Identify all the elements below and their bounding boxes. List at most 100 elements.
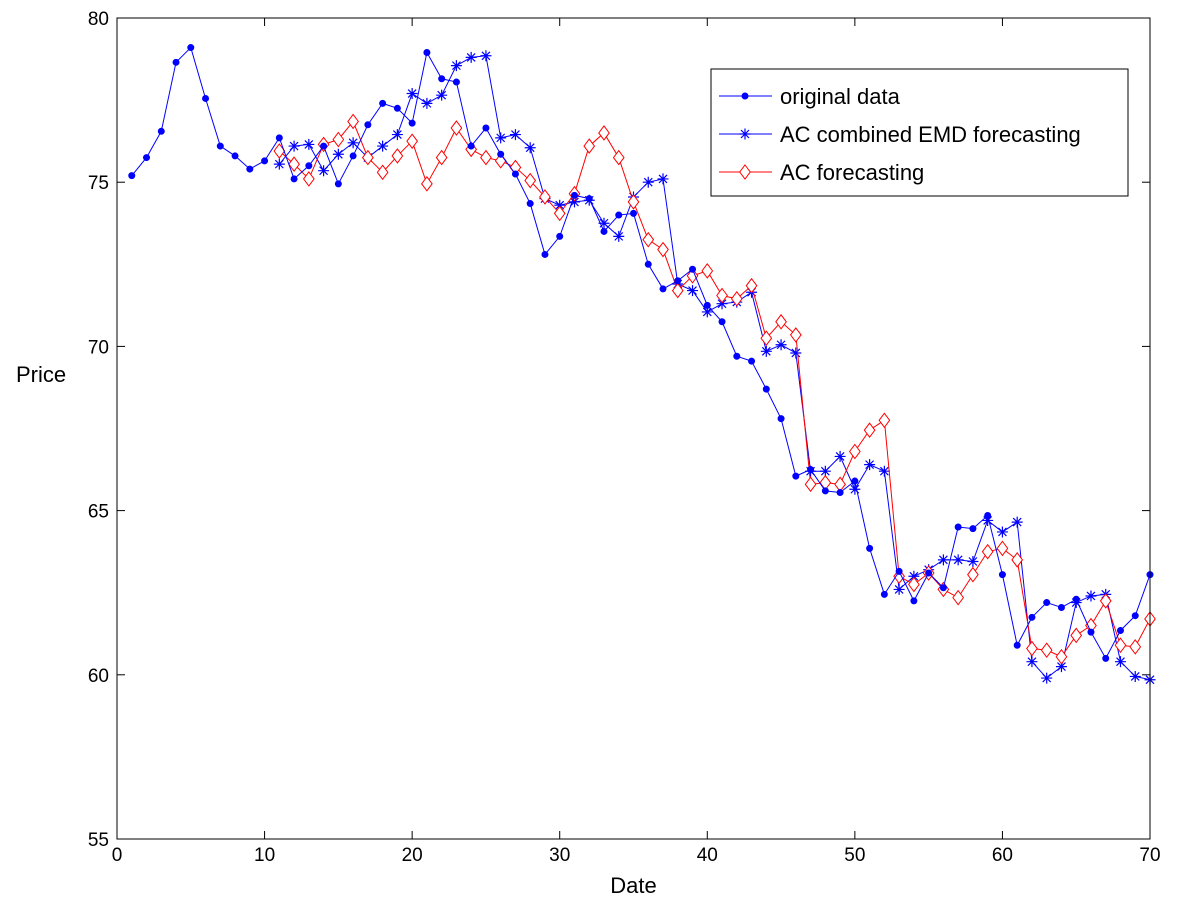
y-tick-label: 65 bbox=[88, 502, 109, 523]
data-point bbox=[347, 137, 359, 149]
data-point bbox=[450, 60, 462, 72]
data-point bbox=[539, 189, 551, 205]
data-point bbox=[689, 265, 697, 273]
y-tick-label: 80 bbox=[88, 9, 109, 30]
data-point bbox=[954, 523, 962, 531]
data-point bbox=[1057, 603, 1065, 611]
data-point bbox=[849, 483, 861, 495]
data-point bbox=[642, 231, 655, 248]
data-point bbox=[406, 88, 418, 100]
data-point bbox=[1055, 648, 1068, 665]
data-point bbox=[908, 576, 920, 593]
data-point bbox=[435, 149, 448, 166]
data-point bbox=[893, 583, 905, 595]
data-point bbox=[703, 301, 711, 309]
data-point bbox=[984, 512, 992, 520]
data-point bbox=[1102, 654, 1110, 662]
legend-box bbox=[710, 68, 1129, 197]
data-point bbox=[880, 590, 888, 598]
data-point bbox=[423, 48, 431, 56]
data-point bbox=[762, 385, 770, 393]
data-point bbox=[748, 357, 756, 365]
data-point bbox=[775, 339, 787, 351]
data-point bbox=[615, 211, 623, 219]
data-point bbox=[275, 134, 283, 142]
data-point bbox=[1072, 595, 1080, 603]
x-tick-label: 30 bbox=[549, 845, 570, 866]
data-point bbox=[996, 540, 1009, 557]
data-point bbox=[334, 180, 342, 188]
data-point bbox=[288, 140, 300, 152]
data-point bbox=[1099, 593, 1112, 609]
data-point bbox=[421, 97, 433, 109]
data-point bbox=[1131, 612, 1139, 620]
data-point bbox=[583, 138, 596, 154]
data-point bbox=[627, 194, 640, 210]
data-point bbox=[1041, 672, 1053, 684]
y-tick-label: 70 bbox=[88, 337, 109, 358]
data-point bbox=[895, 567, 903, 575]
data-point bbox=[1026, 640, 1038, 657]
data-point bbox=[1129, 670, 1141, 682]
data-point bbox=[716, 287, 728, 304]
data-point bbox=[969, 525, 977, 533]
x-tick-label: 60 bbox=[992, 845, 1013, 866]
data-point bbox=[834, 450, 846, 462]
data-point bbox=[657, 241, 669, 258]
data-point bbox=[821, 487, 829, 495]
data-point bbox=[1026, 656, 1038, 668]
data-point bbox=[866, 544, 874, 552]
data-point bbox=[393, 104, 401, 112]
data-point bbox=[377, 140, 389, 152]
data-point bbox=[391, 148, 404, 164]
data-point bbox=[878, 412, 891, 429]
data-point bbox=[952, 589, 965, 606]
legend-label: original data bbox=[780, 84, 901, 109]
axes-box bbox=[116, 17, 1151, 840]
data-point bbox=[391, 129, 403, 141]
data-point bbox=[789, 327, 802, 343]
legend-marker bbox=[739, 128, 751, 140]
legend-marker bbox=[741, 92, 749, 100]
data-point bbox=[246, 165, 254, 173]
data-point bbox=[848, 443, 861, 460]
data-point bbox=[556, 232, 564, 240]
data-point bbox=[598, 125, 610, 141]
data-point bbox=[819, 465, 831, 477]
data-point bbox=[524, 142, 536, 154]
legend-item: original data bbox=[719, 84, 901, 109]
data-point bbox=[143, 154, 151, 162]
data-point bbox=[332, 131, 345, 148]
data-point bbox=[1028, 613, 1036, 621]
x-tick-label: 70 bbox=[1139, 845, 1160, 866]
x-tick-label: 40 bbox=[697, 845, 718, 866]
data-point bbox=[347, 113, 359, 130]
data-point bbox=[202, 94, 210, 102]
legend-label: AC forecasting bbox=[780, 160, 924, 185]
data-point bbox=[187, 44, 195, 52]
data-point bbox=[361, 149, 374, 166]
data-point bbox=[585, 195, 593, 203]
plot-marks bbox=[128, 44, 1156, 686]
data-point bbox=[452, 78, 460, 86]
data-point bbox=[910, 597, 918, 605]
data-point bbox=[612, 149, 625, 166]
data-point bbox=[480, 50, 492, 62]
x-tick-label: 50 bbox=[844, 845, 865, 866]
legend-marker bbox=[739, 164, 751, 180]
data-point bbox=[981, 543, 994, 560]
data-point bbox=[967, 566, 979, 583]
data-point bbox=[996, 526, 1008, 538]
data-point bbox=[216, 142, 224, 150]
x-tick-label: 0 bbox=[112, 845, 123, 866]
x-tick-label: 20 bbox=[402, 845, 423, 866]
data-point bbox=[379, 99, 387, 107]
data-point bbox=[1114, 637, 1127, 654]
data-point bbox=[998, 571, 1006, 579]
data-point bbox=[303, 138, 315, 150]
data-point bbox=[718, 318, 726, 326]
data-point bbox=[760, 330, 773, 347]
data-point bbox=[775, 313, 787, 330]
data-point bbox=[1011, 516, 1023, 528]
data-point bbox=[600, 227, 608, 235]
